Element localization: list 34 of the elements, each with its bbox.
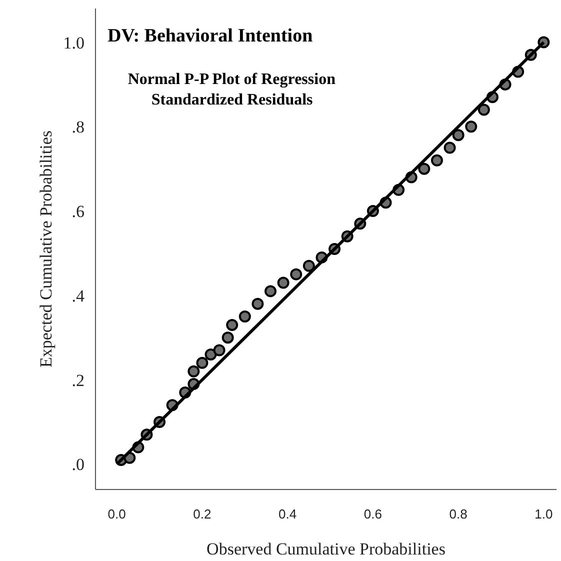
point [213,344,226,356]
point [238,310,251,322]
point [465,120,478,133]
x-tick-label: 0.2 [193,506,212,522]
y-tick-label: .0 [72,455,84,474]
point [252,298,264,310]
y-tick-label: .2 [72,370,84,390]
y-tick-label: .4 [72,286,85,306]
x-tick-label: 0.0 [108,506,126,522]
point [444,142,456,154]
x-tick-label: 0.8 [449,506,468,522]
point [264,285,277,298]
point [226,318,238,331]
y-axis-title: Expected Cumulative Probabilities [36,130,56,368]
x-tick-label: 0.4 [278,506,297,522]
point [302,260,315,272]
point [290,268,302,280]
x-tick-label: 0.6 [364,506,382,522]
y-tick-label: .6 [72,202,84,222]
point [204,348,217,360]
point [196,356,208,369]
point [478,104,490,116]
point [430,154,443,166]
y-tick-label: 1.0 [63,33,84,52]
point [222,332,234,344]
y-tick-label: .8 [72,118,84,137]
x-tick-label: 1.0 [534,506,553,522]
point [277,276,290,289]
point [418,162,430,175]
text: DV: Behavioral Intention [108,26,314,46]
point [188,365,200,378]
text: Normal P-P Plot of Regression Standardized Residuals [128,71,336,108]
x-axis-title: Observed Cumulative Probabilities [206,540,446,558]
point [452,129,464,142]
